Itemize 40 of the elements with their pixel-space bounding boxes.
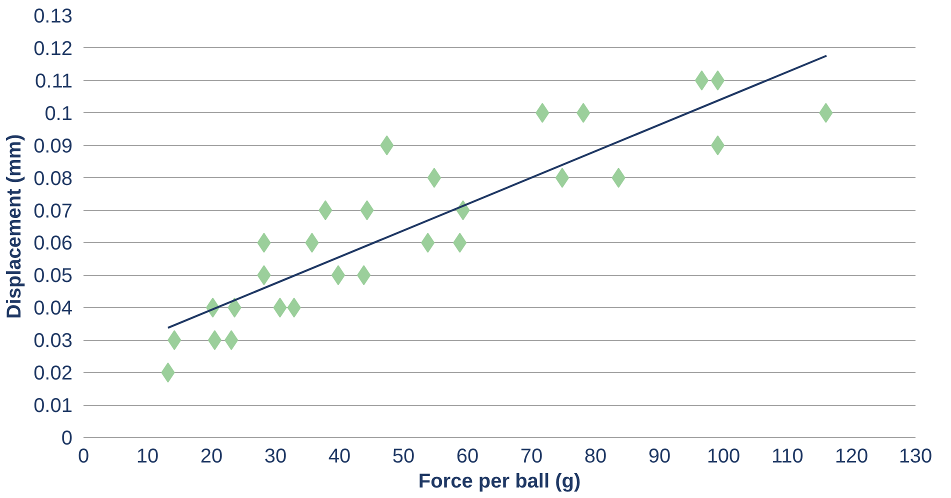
y-tick-label: 0.02 — [34, 362, 73, 385]
x-tick-label: 90 — [648, 446, 671, 468]
point — [710, 70, 725, 90]
x-tick-label: 100 — [706, 446, 740, 468]
y-tick-label: 0.11 — [35, 70, 73, 92]
x-axis-title: Force per ball (g) — [418, 470, 581, 492]
x-tick-label: 80 — [584, 446, 607, 468]
point — [694, 70, 709, 90]
y-tick-label: 0.06 — [34, 232, 73, 255]
x-tick-label: 110 — [772, 446, 804, 468]
x-tick-label: 70 — [520, 446, 543, 468]
x-tick-label: 60 — [456, 446, 479, 468]
point — [452, 232, 467, 253]
y-tick-label: 0.03 — [34, 330, 73, 352]
y-tick-label: 0.12 — [34, 38, 73, 60]
y-tick-label: 0.13 — [34, 6, 73, 28]
y-tick-label: 0.1 — [44, 102, 73, 125]
y-tick-label: 0.01 — [34, 395, 73, 418]
point — [555, 168, 570, 188]
y-tick-label: 0 — [61, 428, 72, 450]
x-tick-label: 0 — [78, 446, 90, 468]
y-tick-label: 0.04 — [34, 298, 73, 320]
x-tick-label: 10 — [136, 446, 159, 468]
point — [427, 168, 442, 188]
y-axis-title: Displacement (mm) — [4, 134, 26, 319]
x-tick-label: 30 — [264, 446, 287, 468]
point — [420, 232, 435, 253]
x-tick-label: 50 — [392, 446, 415, 468]
y-tick-label: 0.05 — [34, 265, 73, 288]
y-tick-label: 0.08 — [34, 168, 73, 190]
point — [331, 265, 346, 286]
y-tick-label: 0.09 — [34, 135, 73, 158]
x-tick-label: 130 — [898, 446, 932, 468]
x-tick-label: 20 — [200, 446, 223, 468]
point — [710, 135, 725, 156]
point — [208, 330, 222, 350]
x-tick-label: 40 — [328, 446, 351, 468]
y-tick-label: 0.07 — [34, 200, 73, 222]
point — [356, 265, 371, 286]
x-tick-label: 120 — [834, 446, 868, 468]
